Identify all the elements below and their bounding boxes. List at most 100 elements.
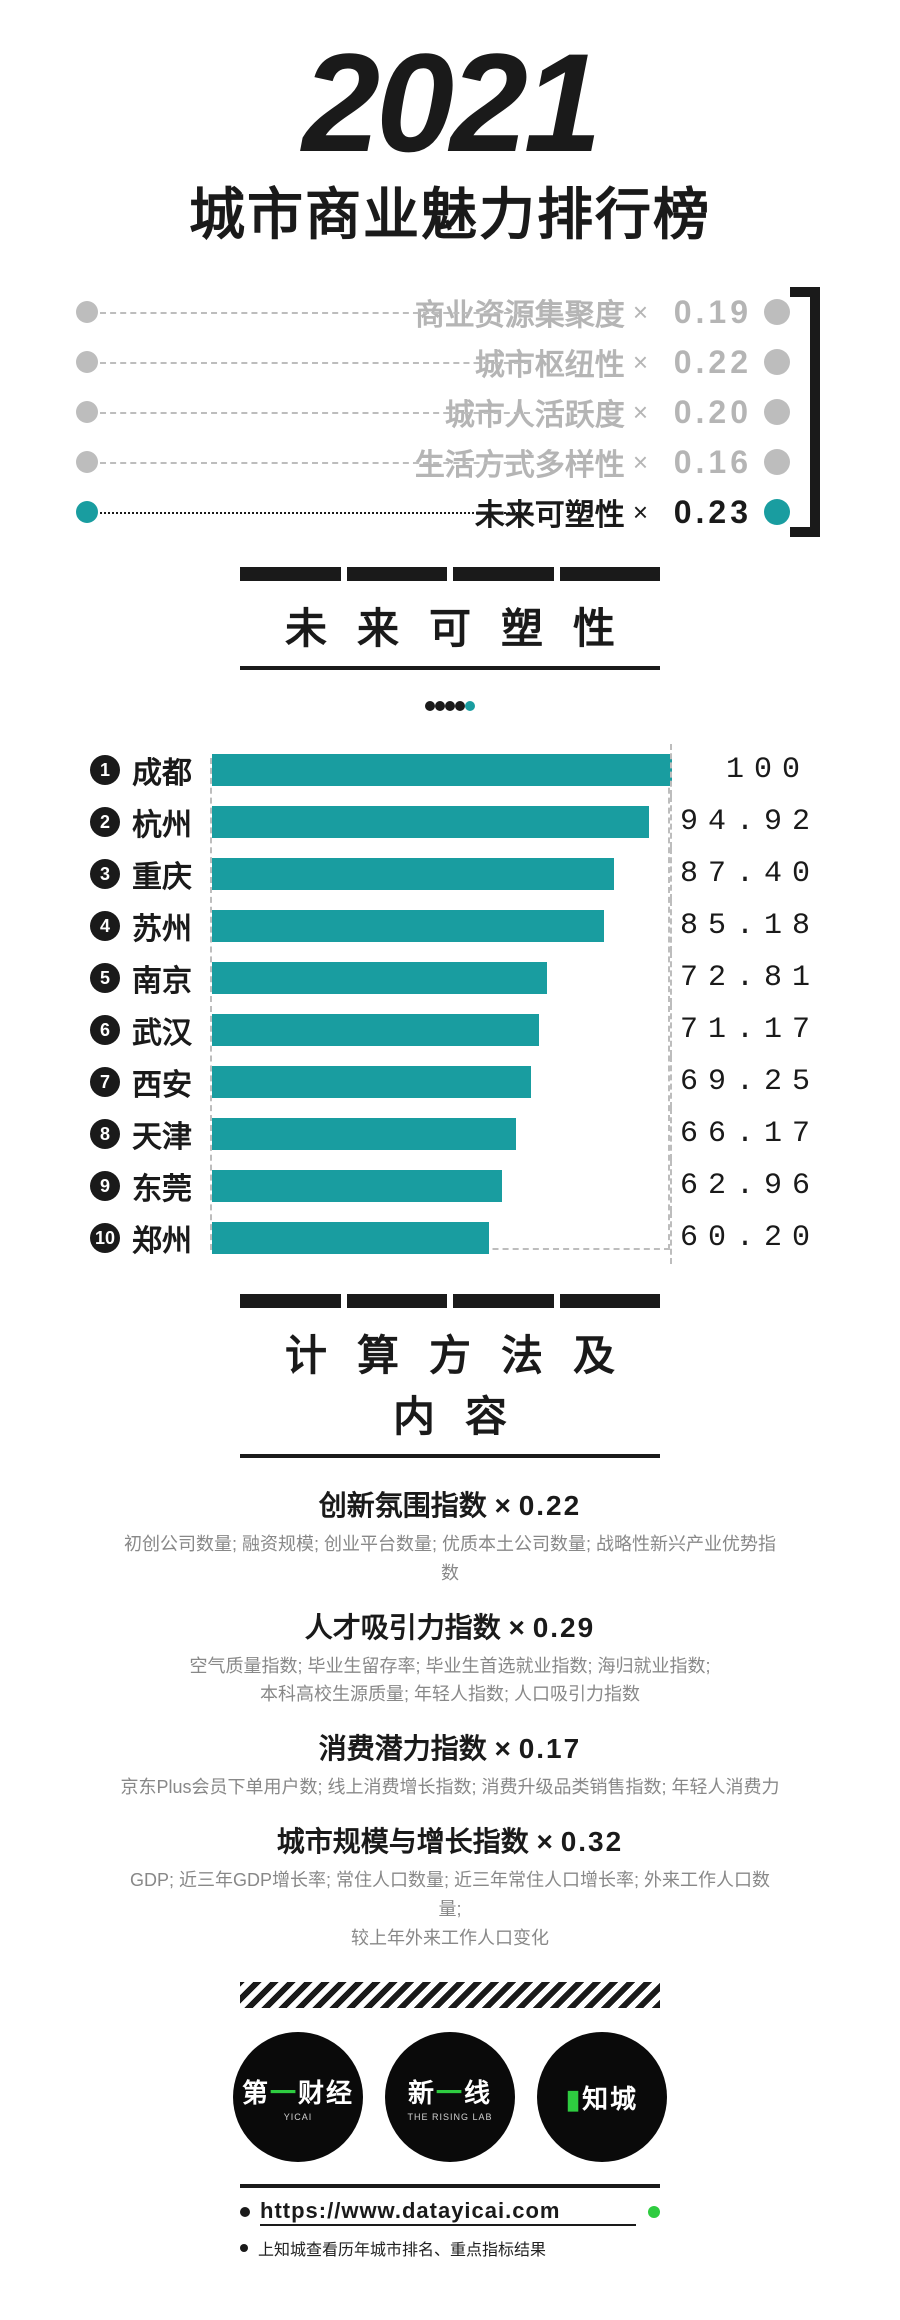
city-label: 天津: [132, 1112, 204, 1156]
multiply-sign: ×: [633, 347, 648, 378]
logo-sub: YICAI: [284, 2112, 313, 2122]
method-item-title: 消费潜力指数 × 0.17: [120, 1727, 780, 1767]
rank-badge: 7: [90, 1067, 120, 1097]
section-title: 未来可塑性: [240, 595, 660, 656]
bar-fill: [212, 806, 649, 838]
weight-value: 0.23: [656, 494, 752, 531]
city-label: 苏州: [132, 904, 204, 948]
section-header: 未来可塑性: [240, 567, 660, 670]
rank-badge: 10: [90, 1223, 120, 1253]
bar-fill: [212, 858, 614, 890]
rank-badge: 5: [90, 963, 120, 993]
bar-endline: [670, 1160, 672, 1212]
city-label: 杭州: [132, 800, 204, 844]
ranking-bar-chart: 1成都1002杭州94.923重庆87.404苏州85.185南京72.816武…: [90, 744, 810, 1264]
nav-dot-icon: [465, 701, 475, 711]
dash-line: [100, 512, 530, 514]
dot-icon: [764, 449, 790, 475]
bar-track: [212, 744, 672, 796]
method-row: 人才吸引力指数 × 0.29空气质量指数; 毕业生留存率; 毕业生首选就业指数;…: [120, 1606, 780, 1710]
logo-name: 新一线: [408, 2073, 492, 2110]
bar-fill: [212, 910, 604, 942]
rank-badge: 8: [90, 1119, 120, 1149]
footer-url-row: https://www.datayicai.com: [240, 2198, 660, 2226]
score-value: 69.25: [680, 1065, 810, 1099]
bullet-icon: [240, 2207, 250, 2217]
dash-line: [100, 412, 530, 414]
methodology-list: 创新氛围指数 × 0.22 初创公司数量; 融资规模; 创业平台数量; 优质本土公…: [120, 1484, 780, 1952]
main-title: 城市商业魅力排行榜: [50, 170, 850, 251]
header-ornament-bar: [240, 1294, 660, 1308]
brand-logo: 新一线 THE RISING LAB: [385, 2032, 515, 2162]
chart-row: 1成都100: [90, 744, 810, 796]
dash-line: [100, 362, 530, 364]
bar-fill: [212, 1014, 539, 1046]
nav-dot-icon: [445, 701, 455, 711]
bar-endline: [670, 1212, 672, 1264]
header-ornament-bar: [240, 567, 660, 581]
method-item-title: 创新氛围指数 × 0.22: [120, 1484, 780, 1524]
score-value: 87.40: [680, 857, 810, 891]
bar-fill: [212, 1222, 489, 1254]
score-value: 62.96: [680, 1169, 810, 1203]
city-label: 重庆: [132, 852, 204, 896]
bar-endline: [670, 744, 672, 796]
method-item-desc: 初创公司数量; 融资规模; 创业平台数量; 优质本土公司数量; 战略性新兴产业优…: [120, 1530, 780, 1588]
method-row: 创新氛围指数 × 0.22 初创公司数量; 融资规模; 创业平台数量; 优质本土公…: [120, 1484, 780, 1588]
weight-row: 生活方式多样性×0.16: [130, 437, 790, 487]
city-label: 郑州: [132, 1216, 204, 1260]
bar-track: [212, 796, 672, 848]
multiply-sign: ×: [633, 397, 648, 428]
dash-line: [100, 462, 530, 464]
weight-list: 商业资源集聚度×0.19城市枢纽性×0.22城市人活跃度×0.20生活方式多样性…: [130, 287, 820, 537]
bar-track: [212, 1108, 672, 1160]
rank-badge: 3: [90, 859, 120, 889]
score-value: 85.18: [680, 909, 810, 943]
logo-sub: THE RISING LAB: [407, 2112, 492, 2122]
bar-track: [212, 1004, 672, 1056]
city-label: 武汉: [132, 1008, 204, 1052]
dot-icon: [764, 349, 790, 375]
method-item-desc: 京东Plus会员下单用户数; 线上消费增长指数; 消费升级品类销售指数; 年轻人…: [120, 1773, 780, 1802]
year-heading: 2021: [50, 40, 850, 166]
weight-value: 0.19: [656, 294, 752, 331]
weight-row: 城市枢纽性×0.22: [130, 337, 790, 387]
city-label: 南京: [132, 956, 204, 1000]
footer-rule: [240, 2184, 660, 2188]
weight-row: 未来可塑性×0.23: [130, 487, 790, 537]
rank-badge: 4: [90, 911, 120, 941]
multiply-sign: ×: [633, 297, 648, 328]
dot-icon: [76, 451, 98, 473]
footer-url[interactable]: https://www.datayicai.com: [260, 2198, 636, 2226]
bar-fill: [212, 1170, 502, 1202]
weight-row: 城市人活跃度×0.20: [130, 387, 790, 437]
score-value: 66.17: [680, 1117, 810, 1151]
header-underline: [240, 1454, 660, 1458]
dash-line: [100, 312, 530, 314]
method-item-title: 人才吸引力指数 × 0.29: [120, 1606, 780, 1646]
dot-icon: [76, 351, 98, 373]
multiply-sign: ×: [633, 497, 648, 528]
bar-endline: [670, 900, 672, 952]
stripe-ornament: [240, 1982, 660, 2008]
bar-track: [212, 848, 672, 900]
footer-logos: 第一财经YICAI新一线THE RISING LAB▮知城: [50, 2032, 850, 2162]
chart-row: 9东莞62.96: [90, 1160, 810, 1212]
dot-icon: [648, 2206, 660, 2218]
footer-note: 上知城查看历年城市排名、重点指标结果: [258, 2236, 546, 2260]
rank-badge: 1: [90, 755, 120, 785]
chart-row: 5 南京 72.81: [90, 952, 810, 1004]
score-value: 71.17: [680, 1013, 810, 1047]
chart-row: 3 重庆 87.40: [90, 848, 810, 900]
dot-icon: [764, 399, 790, 425]
score-value: 100: [680, 753, 810, 787]
method-row: 消费潜力指数 × 0.17 京东Plus会员下单用户数; 线上消费增长指数; 消费…: [120, 1727, 780, 1802]
nav-dot-icon: [425, 701, 435, 711]
bar-endline: [670, 952, 672, 1004]
dot-icon: [764, 299, 790, 325]
footer-note-row: 上知城查看历年城市排名、重点指标结果: [240, 2236, 660, 2260]
nav-dot-icon: [455, 701, 465, 711]
score-value: 60.20: [680, 1221, 810, 1255]
method-item-title: 城市规模与增长指数 × 0.32: [120, 1820, 780, 1860]
score-value: 72.81: [680, 961, 810, 995]
